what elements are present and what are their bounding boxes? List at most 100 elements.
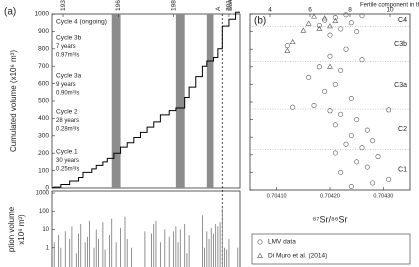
triangle-point	[284, 47, 291, 53]
cycle-annotation: 0.90m³/s	[56, 91, 79, 97]
triangle-point	[289, 38, 296, 45]
period-band	[206, 14, 214, 188]
volume-bar	[184, 224, 186, 267]
volume-bar	[53, 242, 55, 267]
circle-point	[316, 64, 322, 70]
volume-bar	[204, 247, 206, 267]
y-tick-label: 100	[38, 167, 49, 174]
volume-bar	[237, 247, 239, 267]
circle-point	[332, 150, 338, 156]
circle-point	[332, 81, 338, 87]
circle-point	[348, 95, 354, 101]
circle-point	[348, 132, 354, 138]
y-tick-label: 0	[45, 185, 49, 192]
panel-label: (b)	[254, 16, 266, 27]
circle-point	[327, 53, 333, 59]
x-tick-label: 1960	[115, 0, 122, 11]
marker-label: A	[215, 6, 222, 11]
volume-bar	[188, 234, 190, 267]
circle-point	[354, 117, 360, 123]
volume-bar	[109, 234, 110, 267]
y-axis-label: x10⁶ m³)	[17, 214, 26, 245]
zone-label: C3a	[394, 82, 407, 89]
volume-bar	[84, 242, 86, 267]
y-tick-label: 800	[38, 46, 49, 53]
y-tick-label: 100	[39, 209, 50, 215]
circle-point	[364, 127, 370, 133]
y-tick-label: 10	[42, 227, 49, 233]
volume-bar	[69, 239, 71, 267]
cycle-annotation: Cycle 3b	[56, 35, 82, 42]
period-band	[175, 14, 185, 188]
volume-bar	[58, 234, 60, 267]
triangle-point	[327, 23, 333, 29]
volume-bar	[64, 231, 66, 267]
volume-bar	[80, 224, 82, 267]
x-tick-label: 0.70410	[267, 193, 287, 199]
volume-bar	[155, 220, 157, 267]
top-tick-label: 4	[268, 7, 272, 14]
volume-bar	[208, 239, 210, 267]
circle-point	[386, 107, 392, 113]
volume-bar	[153, 224, 155, 267]
volume-bar	[71, 226, 73, 267]
y-tick-label: 200	[38, 150, 49, 157]
panel-a2-frame	[51, 190, 241, 267]
y-tick-label: 500	[38, 98, 49, 105]
cycle-annotation: 28 years	[56, 118, 79, 124]
y-tick-label: 1000	[36, 191, 50, 197]
triangle-point	[300, 27, 307, 33]
volume-bar	[126, 239, 128, 267]
volume-bar	[120, 228, 121, 267]
panel-label: (a)	[4, 7, 16, 18]
triangle-point	[316, 25, 323, 31]
volume-bar	[177, 242, 179, 267]
x-tick-label: 1985	[170, 0, 177, 11]
triangle-point	[311, 13, 317, 19]
volume-bar	[104, 249, 106, 267]
circle-point	[359, 13, 365, 19]
cycle-annotation: 0.97m³/s	[56, 53, 79, 59]
circle-point	[306, 74, 312, 80]
zone-label: C1	[398, 167, 407, 174]
zone-label: C4	[398, 17, 407, 24]
circle-point	[290, 104, 296, 110]
circle-point	[284, 43, 290, 49]
volume-bar	[186, 253, 188, 267]
y-tick-label: 600	[38, 80, 49, 87]
volume-bar	[164, 229, 166, 267]
circle-point	[311, 103, 317, 109]
volume-bar	[124, 216, 126, 267]
volume-bar	[60, 247, 62, 267]
volume-bar	[210, 228, 212, 267]
cycle-annotation: 0.25m³/s	[56, 167, 79, 173]
cycle-annotation: 0.28m³/s	[56, 127, 79, 133]
triangle-point	[327, 63, 333, 69]
volume-bar	[226, 249, 228, 267]
circle-point	[370, 138, 376, 144]
volume-bar	[219, 222, 221, 267]
volume-bar	[179, 229, 181, 267]
volume-bar	[175, 226, 177, 267]
volume-bar	[111, 218, 113, 267]
circle-point	[338, 169, 344, 175]
circle-point	[354, 29, 360, 35]
circle-point	[370, 180, 376, 186]
circle-point	[348, 183, 354, 189]
volume-bar	[206, 231, 208, 267]
circle-point	[375, 154, 381, 160]
zone-label: C2	[398, 126, 407, 133]
volume-bar	[93, 247, 95, 267]
y-axis-label: ption volume	[7, 206, 16, 252]
volume-bar	[151, 233, 152, 267]
x-tick-label: 0.70420	[320, 193, 340, 199]
circle-point	[332, 15, 338, 21]
circle-point	[343, 12, 349, 18]
x-tick-label: 1935	[60, 0, 67, 11]
y-tick-label: 400	[38, 115, 49, 122]
period-band	[111, 14, 121, 188]
volume-bar	[95, 229, 97, 267]
triangle-point	[332, 17, 339, 23]
circle-point	[322, 88, 328, 94]
